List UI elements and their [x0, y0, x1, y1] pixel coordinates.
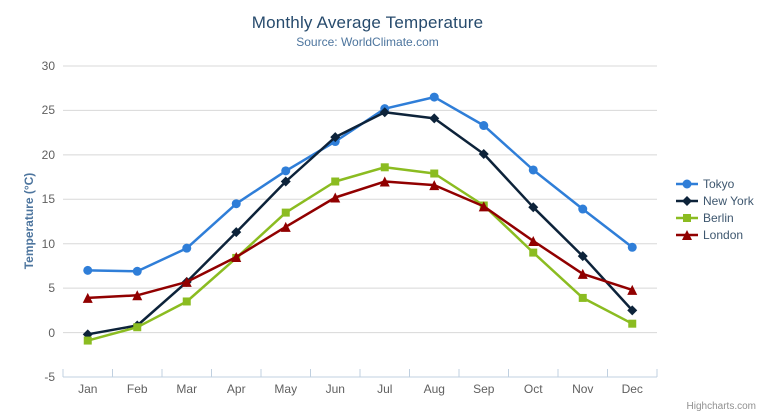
- data-point-marker-tokyo[interactable]: [528, 165, 538, 175]
- x-axis-tick-label: Mar: [176, 382, 198, 396]
- data-point-marker-london[interactable]: [429, 180, 440, 191]
- data-point-marker-tokyo[interactable]: [578, 204, 588, 214]
- data-point-marker-new-york[interactable]: [379, 107, 390, 118]
- data-point-marker-tokyo[interactable]: [429, 92, 439, 102]
- data-point-marker-tokyo[interactable]: [479, 121, 489, 131]
- data-point-marker-london[interactable]: [280, 221, 291, 232]
- legend-item-london[interactable]: London: [676, 226, 754, 243]
- series-line-new-york[interactable]: [86, 110, 634, 336]
- series-line-tokyo[interactable]: [86, 95, 634, 273]
- data-point-marker-tokyo[interactable]: [281, 166, 291, 176]
- data-point-marker-new-york[interactable]: [280, 176, 291, 187]
- data-point-marker-new-york[interactable]: [231, 227, 242, 238]
- data-point-marker-tokyo[interactable]: [132, 266, 142, 276]
- x-axis-tick-label: Sep: [473, 382, 495, 396]
- data-point-marker-berlin[interactable]: [331, 177, 340, 186]
- x-axis-tick-label: Jun: [325, 382, 345, 396]
- legend-item-tokyo[interactable]: Tokyo: [676, 175, 754, 192]
- data-point-marker-tokyo[interactable]: [627, 242, 637, 252]
- y-axis-tick-label: 10: [41, 236, 55, 251]
- data-point-marker-new-york[interactable]: [528, 202, 539, 213]
- x-axis-tick-label: Dec: [621, 382, 643, 396]
- legend-label: New York: [703, 193, 754, 208]
- legend-label: Tokyo: [703, 176, 735, 191]
- data-point-marker-berlin[interactable]: [380, 163, 389, 172]
- x-axis-tick-label: Jul: [377, 382, 393, 396]
- data-point-marker-new-york[interactable]: [478, 148, 489, 159]
- series-line-berlin[interactable]: [86, 166, 634, 342]
- y-axis-tick-label: 0: [48, 325, 55, 340]
- data-point-marker-london[interactable]: [82, 292, 93, 303]
- data-point-marker-berlin[interactable]: [628, 319, 637, 328]
- data-point-marker-tokyo[interactable]: [231, 199, 241, 209]
- data-point-marker-london[interactable]: [132, 290, 143, 301]
- data-point-marker-london[interactable]: [330, 192, 341, 203]
- legend: Tokyo New York Berlin London: [676, 175, 754, 243]
- data-point-marker-london[interactable]: [577, 268, 588, 279]
- square-icon: [676, 213, 698, 222]
- data-point-marker-london[interactable]: [627, 284, 638, 295]
- data-point-marker-london[interactable]: [379, 176, 390, 187]
- data-point-marker-new-york[interactable]: [577, 251, 588, 262]
- y-axis-tick-label: -5: [44, 370, 55, 384]
- chart-title: Monthly Average Temperature: [251, 13, 484, 32]
- data-point-marker-london[interactable]: [528, 236, 539, 247]
- x-axis-tick-label: Feb: [126, 382, 148, 396]
- circle-icon: [676, 179, 698, 188]
- data-point-marker-new-york[interactable]: [627, 305, 638, 316]
- data-point-marker-berlin[interactable]: [578, 293, 587, 302]
- data-point-marker-tokyo[interactable]: [83, 265, 93, 275]
- data-point-marker-berlin[interactable]: [182, 297, 191, 306]
- triangle-icon: [676, 229, 698, 240]
- diamond-icon: [676, 195, 698, 206]
- data-point-marker-new-york[interactable]: [330, 132, 341, 143]
- legend-marker-new-york[interactable]: [682, 195, 692, 206]
- data-point-marker-berlin[interactable]: [83, 336, 92, 345]
- data-point-marker-london[interactable]: [478, 201, 489, 212]
- y-axis-tick-label: 25: [41, 103, 55, 118]
- data-point-marker-berlin[interactable]: [430, 169, 439, 178]
- legend-marker-london[interactable]: [682, 229, 692, 240]
- legend-label: London: [703, 227, 744, 242]
- data-point-marker-new-york[interactable]: [429, 113, 440, 124]
- data-point-marker-london[interactable]: [231, 252, 242, 263]
- data-point-marker-berlin[interactable]: [133, 323, 142, 332]
- x-axis-tick-label: Jan: [78, 382, 98, 396]
- x-axis-tick-label: May: [274, 382, 298, 396]
- legend-item-new-york[interactable]: New York: [676, 192, 754, 209]
- data-point-marker-berlin[interactable]: [529, 248, 538, 257]
- legend-marker-tokyo[interactable]: [682, 179, 692, 188]
- x-axis-tick-label: Apr: [226, 382, 246, 396]
- x-axis-tick-label: Oct: [523, 382, 543, 396]
- y-axis-tick-label: 5: [48, 281, 55, 296]
- data-point-marker-london[interactable]: [181, 276, 192, 287]
- y-axis-tick-label: 20: [41, 147, 55, 162]
- legend-marker-berlin[interactable]: [683, 213, 691, 222]
- legend-label: Berlin: [703, 210, 734, 225]
- data-point-marker-berlin[interactable]: [281, 208, 290, 217]
- legend-item-berlin[interactable]: Berlin: [676, 209, 754, 226]
- y-axis-tick-label: 15: [41, 192, 55, 207]
- x-axis-tick-label: Nov: [572, 382, 594, 396]
- data-point-marker-tokyo[interactable]: [182, 243, 192, 253]
- credits-link[interactable]: Highcharts.com: [686, 401, 756, 412]
- series-line-london[interactable]: [86, 180, 634, 300]
- y-axis-tick-label: 30: [41, 59, 55, 73]
- chart-subtitle: Source: WorldClimate.com: [296, 35, 439, 49]
- x-axis-tick-label: Aug: [423, 382, 445, 396]
